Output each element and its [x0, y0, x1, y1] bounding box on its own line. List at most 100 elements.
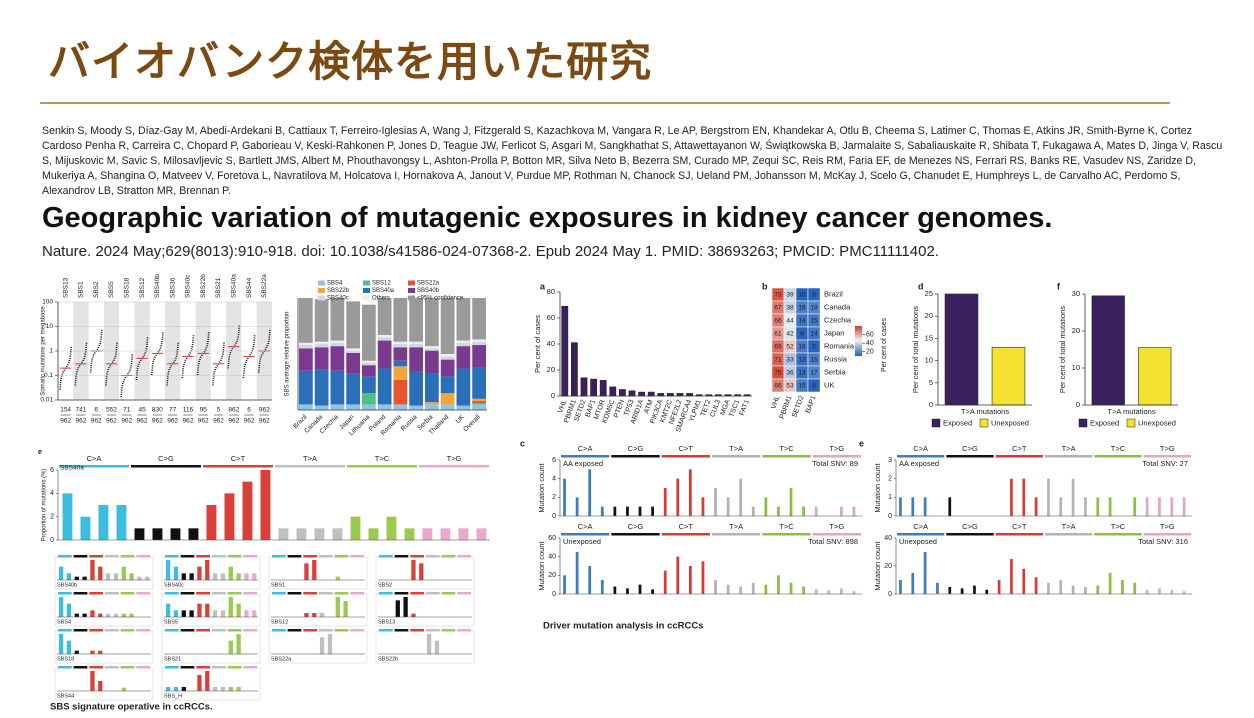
- spectrum-bar: [314, 528, 325, 540]
- y-tick-label: 1: [49, 348, 53, 355]
- panel-frame: [161, 593, 261, 627]
- spectrum-bar: [236, 687, 241, 691]
- total-label: 962: [91, 418, 102, 425]
- spectrum-bar: [395, 600, 400, 617]
- spectrum-bar: [98, 681, 103, 691]
- heat-cell: [795, 365, 809, 380]
- spectrum-bar: [563, 478, 566, 516]
- spectrum-bar: [638, 506, 642, 516]
- signature-label: SBS22b: [200, 274, 207, 298]
- heat-cell: [795, 378, 809, 393]
- class-label: T>G: [1160, 522, 1175, 531]
- spectrum-bar: [335, 597, 340, 617]
- class-strip: [212, 629, 226, 632]
- class-strip: [73, 592, 88, 595]
- signature-name: SBS18: [57, 656, 74, 662]
- x-tick-label: Japan: [338, 413, 356, 431]
- spectrum-bar: [173, 687, 179, 691]
- spectrum-bar: [113, 573, 119, 580]
- cell-value: 44: [786, 318, 794, 325]
- spectrum-bar: [220, 610, 226, 617]
- x-tick-label: Overall: [462, 413, 482, 433]
- spectrum-bar: [751, 582, 755, 594]
- class-strip: [347, 465, 417, 468]
- signature-name: SBS22a: [271, 656, 292, 662]
- legend-swatch: [363, 288, 370, 293]
- spectrum-bar: [714, 488, 717, 516]
- cell-value: 67: [774, 305, 782, 312]
- spectrum-bar: [137, 576, 142, 580]
- spectrum-bar: [1133, 582, 1137, 594]
- spectrum-bar: [205, 603, 210, 617]
- legend-swatch: [318, 288, 325, 293]
- x-tick-label: Romania: [380, 413, 404, 437]
- heat-cell: [771, 326, 785, 341]
- spectrum-bar: [220, 573, 226, 580]
- class-strip: [165, 629, 179, 632]
- heat-cell: [807, 378, 821, 393]
- spectrum-bar: [212, 687, 218, 691]
- class-strip: [180, 666, 195, 669]
- spectrum-bar: [1034, 497, 1038, 516]
- spectrum-bar: [1071, 585, 1075, 594]
- spectrum-name: AA exposed: [563, 459, 603, 468]
- y-tick-label: 10: [46, 323, 54, 330]
- colorbar-step: [855, 354, 862, 357]
- panel-letter: a: [540, 281, 546, 291]
- y-tick-label: 10: [925, 356, 933, 365]
- spectrum-bar: [66, 603, 72, 617]
- class-strip: [1094, 455, 1142, 458]
- bar-segment: [456, 368, 471, 406]
- colorbar-step: [855, 344, 862, 346]
- y-tick-label: 20: [1072, 326, 1080, 335]
- title-rule: [40, 102, 1170, 104]
- heat-cell: [771, 365, 785, 380]
- x-tick-label: Poland: [368, 413, 388, 433]
- colorbar-step: [855, 329, 862, 331]
- spectrum-bar: [197, 675, 202, 691]
- bar-segment: [299, 370, 313, 405]
- y-axis-label: Somatic mutations per megabase: [41, 306, 47, 396]
- y-tick-label: 20: [547, 365, 555, 374]
- class-strip: [227, 592, 242, 595]
- spectrum-bar: [440, 528, 451, 540]
- spectrum-bar: [90, 610, 95, 617]
- class-strip: [136, 629, 150, 632]
- signature-label: SBS40b: [154, 274, 161, 298]
- y-tick-label: 20: [925, 311, 933, 320]
- class-strip: [243, 666, 257, 669]
- spectrum-bar: [205, 671, 210, 691]
- signature-label: SBS44: [246, 277, 253, 298]
- bar: [705, 394, 713, 397]
- column-shade: [256, 302, 272, 400]
- bar: [743, 394, 751, 397]
- bar-segment: [314, 341, 329, 344]
- legend-label: Exposed: [943, 418, 972, 427]
- x-tick-label: ATM: [643, 399, 655, 415]
- signature-label: SBS12: [139, 277, 146, 298]
- cell-value: 36: [786, 370, 794, 377]
- spectrum-bar: [973, 585, 976, 594]
- spectrum-bar: [98, 650, 103, 654]
- bar: [619, 389, 626, 397]
- bar-segment: [440, 359, 455, 377]
- panel-letter: e: [859, 438, 864, 448]
- spectrum-bar: [476, 528, 487, 540]
- spectrum-bar: [228, 640, 233, 654]
- class-strip: [120, 592, 135, 595]
- bar: [715, 394, 722, 397]
- class-strip: [334, 629, 349, 632]
- count-label: 552: [106, 407, 117, 414]
- heat-cell: [795, 313, 809, 328]
- spectrum-bar: [1096, 585, 1100, 594]
- figure-caption: Driver mutation analysis in ccRCCs: [543, 621, 704, 632]
- spectrum-bar: [173, 566, 179, 580]
- panel-frame: [375, 593, 475, 627]
- spectrum-bar: [422, 528, 433, 540]
- cell-value: 69: [774, 344, 782, 351]
- x-tick-label: MGA: [720, 399, 732, 417]
- panel-frame: [54, 667, 154, 701]
- bar-segment: [299, 404, 313, 410]
- spectrum-bar: [626, 506, 629, 516]
- class-strip: [58, 592, 72, 595]
